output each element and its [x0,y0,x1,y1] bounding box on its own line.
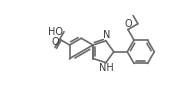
Text: N: N [103,30,110,40]
Text: HO: HO [48,27,63,37]
Text: NH: NH [99,63,114,73]
Text: O: O [51,37,59,47]
Text: O: O [124,19,132,29]
